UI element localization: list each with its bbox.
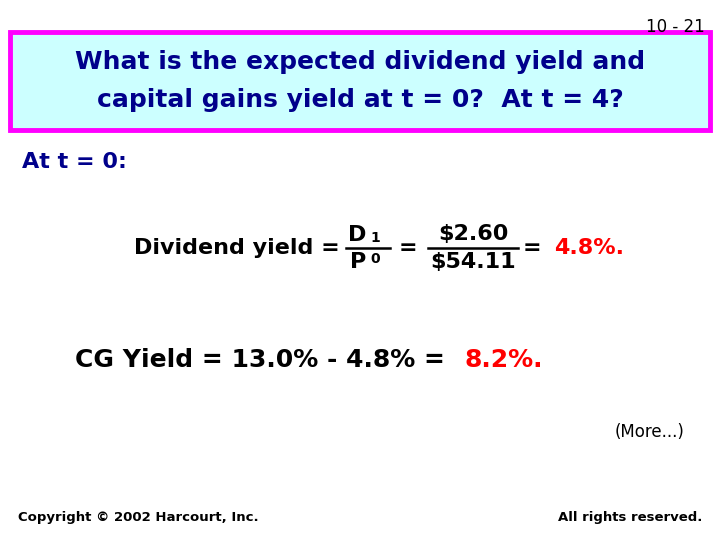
Text: 4.8%.: 4.8%. <box>554 238 624 258</box>
Text: capital gains yield at t = 0?  At t = 4?: capital gains yield at t = 0? At t = 4? <box>96 88 624 112</box>
FancyBboxPatch shape <box>10 32 710 130</box>
Text: At t = 0:: At t = 0: <box>22 152 127 172</box>
Text: $54.11: $54.11 <box>430 252 516 272</box>
Text: 10 - 21: 10 - 21 <box>647 18 705 36</box>
Text: D: D <box>348 225 366 245</box>
Text: What is the expected dividend yield and: What is the expected dividend yield and <box>75 50 645 74</box>
Text: P: P <box>350 252 366 272</box>
Text: =: = <box>399 238 418 258</box>
Text: 8.2%.: 8.2%. <box>464 348 542 372</box>
Text: Copyright © 2002 Harcourt, Inc.: Copyright © 2002 Harcourt, Inc. <box>18 511 258 524</box>
Text: All rights reserved.: All rights reserved. <box>557 511 702 524</box>
Text: 0: 0 <box>370 252 379 266</box>
Text: 1: 1 <box>370 231 379 245</box>
Text: =: = <box>523 238 541 258</box>
Text: (More...): (More...) <box>615 423 685 441</box>
Text: CG Yield = 13.0% - 4.8% =: CG Yield = 13.0% - 4.8% = <box>75 348 454 372</box>
Text: Dividend yield =: Dividend yield = <box>134 238 340 258</box>
Text: $2.60: $2.60 <box>438 224 508 244</box>
